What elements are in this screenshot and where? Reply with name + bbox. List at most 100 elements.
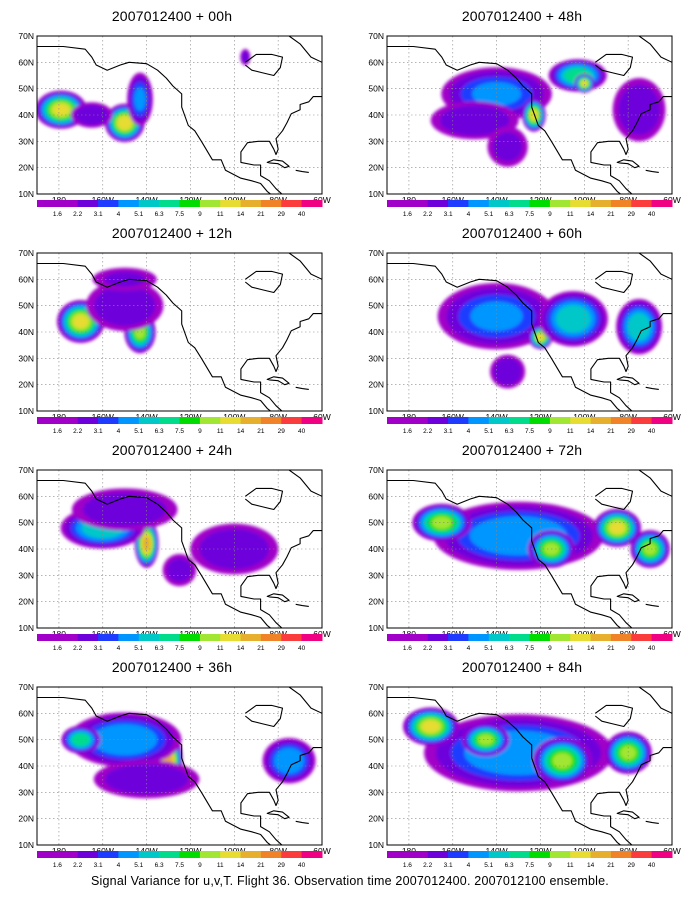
- colorbar-label: 2.2: [73, 211, 82, 218]
- colorbar-swatch: [98, 851, 119, 858]
- y-tick-label: 60N: [368, 274, 384, 284]
- colorbar-swatch: [631, 851, 653, 858]
- colorbar-swatch: [387, 851, 408, 858]
- variance-map: 180160W140W120W100W80W60W10N20N30N40N50N…: [368, 682, 680, 856]
- contour-level: [470, 301, 523, 331]
- y-tick-label: 70N: [368, 682, 384, 692]
- variance-blob: [462, 723, 510, 757]
- colorbar-swatch: [509, 417, 530, 424]
- contour-level: [627, 312, 651, 341]
- colorbar-label: 21: [257, 428, 265, 435]
- colorbar-label: 7.5: [525, 862, 534, 869]
- y-tick-label: 60N: [18, 491, 34, 501]
- colorbar-swatch: [549, 200, 571, 207]
- colorbar-swatch: [529, 851, 551, 858]
- colorbar-swatch: [529, 634, 551, 641]
- colorbar-label: 40: [298, 645, 306, 652]
- colorbar-swatch: [240, 200, 262, 207]
- colorbar-swatch: [98, 200, 119, 207]
- panel-title: 2007012400 + 84h: [461, 659, 583, 675]
- colorbar-swatch: [159, 200, 180, 207]
- colorbar-swatch: [281, 851, 303, 858]
- colorbar-label: 9: [548, 645, 552, 652]
- variance-field: [412, 501, 670, 570]
- coastline-segment: [288, 687, 322, 714]
- y-tick-label: 60N: [368, 491, 384, 501]
- colorbar-swatch: [631, 634, 653, 641]
- y-tick-label: 40N: [368, 544, 384, 554]
- colorbar-swatch: [179, 417, 201, 424]
- colorbar-swatch: [260, 851, 282, 858]
- colorbar-swatch: [387, 634, 408, 641]
- contour-level: [92, 724, 158, 756]
- colorbar-label: 4: [467, 211, 471, 218]
- colorbar-label: 4: [117, 211, 121, 218]
- contour-level: [167, 558, 192, 582]
- colorbar-label: 7.5: [175, 862, 184, 869]
- coastline: [37, 470, 322, 628]
- colorbar-label: 29: [628, 428, 636, 435]
- colorbar-swatch: [427, 417, 449, 424]
- colorbar-label: 9: [198, 862, 202, 869]
- colorbar-label: 9: [198, 645, 202, 652]
- y-tick-label: 40N: [368, 761, 384, 771]
- gridlines: [37, 470, 323, 628]
- colorbar-label: 4: [467, 862, 471, 869]
- colorbar-label: 6.3: [505, 645, 514, 652]
- variance-blob: [616, 299, 663, 355]
- colorbar-label: 11: [217, 862, 224, 869]
- variance-blob: [92, 267, 157, 291]
- colorbar-label: 29: [628, 862, 636, 869]
- variance-blob: [522, 98, 546, 132]
- colorbar-swatch: [488, 417, 510, 424]
- variance-blob: [127, 72, 153, 126]
- variance-field: [430, 59, 666, 167]
- colorbar-swatch: [488, 634, 510, 641]
- variance-blob: [37, 90, 87, 129]
- colorbar-swatch: [199, 200, 221, 207]
- panel-title: 2007012400 + 48h: [461, 8, 583, 24]
- colorbar-swatch: [570, 634, 592, 641]
- y-tick-label: 20N: [368, 814, 384, 824]
- coastline-segment: [295, 386, 309, 390]
- colorbar-swatch: [301, 851, 323, 858]
- contour-level: [620, 745, 637, 760]
- variance-field: [57, 267, 164, 354]
- y-tick-label: 70N: [368, 465, 384, 475]
- colorbar-label: 1.6: [53, 862, 62, 869]
- y-tick-label: 20N: [368, 163, 384, 173]
- y-tick-label: 40N: [18, 761, 34, 771]
- y-tick-label: 30N: [18, 787, 34, 797]
- contour-level: [117, 115, 133, 130]
- colorbar-label: 1.6: [403, 862, 412, 869]
- colorbar-swatch: [448, 417, 469, 424]
- colorbar-label: 3.1: [94, 645, 103, 652]
- colorbar-label: 5.1: [484, 211, 493, 218]
- colorbar-label: 11: [217, 428, 224, 435]
- colorbar-swatch: [37, 417, 58, 424]
- variance-blob: [240, 49, 251, 66]
- colorbar-swatch: [138, 417, 160, 424]
- colorbar-label: 5.1: [134, 645, 143, 652]
- variance-blob: [70, 102, 113, 128]
- variance-field: [403, 707, 652, 792]
- colorbar-label: 3.1: [444, 862, 453, 869]
- contour-level: [104, 271, 146, 287]
- colorbar-swatch: [468, 634, 490, 641]
- contour-level: [241, 51, 249, 63]
- colorbar-label: 11: [567, 645, 574, 652]
- colorbar-label: 7.5: [525, 428, 534, 435]
- colorbar-label: 2.2: [73, 428, 82, 435]
- colorbar-label: 14: [587, 862, 595, 869]
- forecast-panel: 2007012400 + 00h180160W140W120W100W80W60…: [2, 8, 342, 220]
- coastline-segment: [645, 169, 659, 173]
- variance-blob: [61, 725, 101, 754]
- colorbar-label: 1.6: [403, 645, 412, 652]
- colorbar-swatch: [488, 851, 510, 858]
- panel-title: 2007012400 + 00h: [111, 8, 233, 24]
- forecast-panel: 2007012400 + 72h180160W140W120W100W80W60…: [352, 442, 692, 654]
- coastline-segment: [387, 262, 672, 411]
- colorbar-swatch: [281, 200, 303, 207]
- y-tick-label: 20N: [368, 597, 384, 607]
- variance-field: [37, 49, 251, 143]
